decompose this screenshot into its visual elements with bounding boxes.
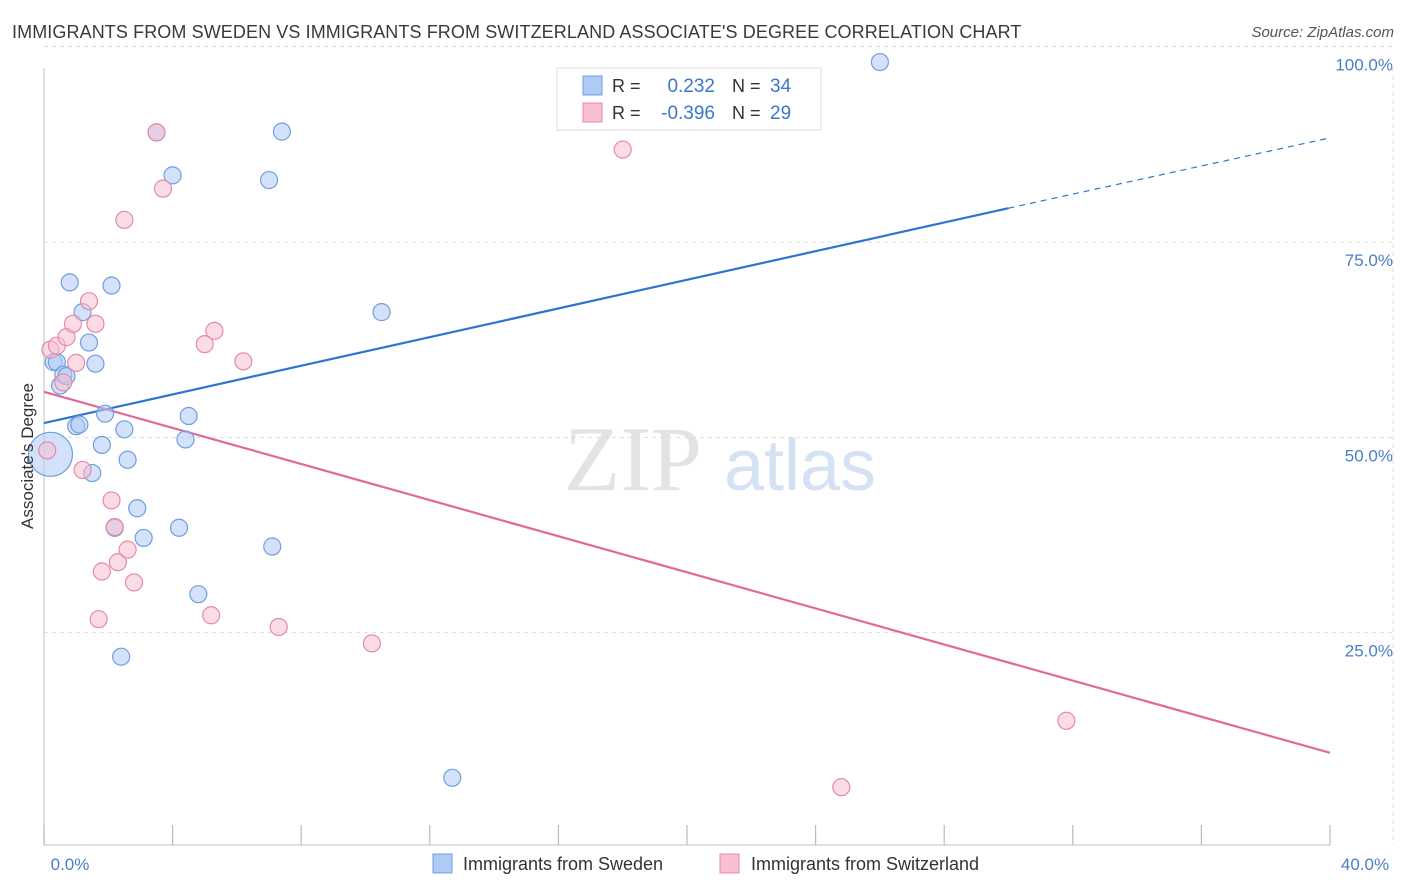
point-sweden-23 xyxy=(163,166,182,185)
point-switzerland-6 xyxy=(67,353,86,372)
point-switzerland-13 xyxy=(105,517,124,537)
series-legend-label-switzerland: Immigrants from Switzerland xyxy=(751,854,979,874)
point-switzerland-12 xyxy=(102,491,121,510)
point-sweden-28 xyxy=(259,170,279,190)
y-tick-label-100: 100.0% xyxy=(1335,56,1393,75)
legend-n-value-switzerland: 29 xyxy=(770,103,791,124)
point-switzerland-23 xyxy=(234,352,253,371)
point-switzerland-9 xyxy=(86,314,105,333)
point-switzerland-24 xyxy=(269,617,288,637)
watermark: ZIP atlas xyxy=(564,408,876,510)
point-switzerland-27 xyxy=(832,778,851,797)
point-sweden-25 xyxy=(176,430,195,449)
point-switzerland-17 xyxy=(124,573,144,592)
x-tick-label-min: 0.0% xyxy=(51,855,90,874)
point-sweden-10 xyxy=(79,333,99,352)
y-tick-labels: 25.0% 50.0% 75.0% 100.0% xyxy=(1335,56,1393,661)
y-axis-label: Associate's Degree xyxy=(18,383,37,529)
y-tick-label-75: 75.0% xyxy=(1345,251,1393,270)
x-ticks xyxy=(43,825,1331,845)
point-switzerland-7 xyxy=(73,460,92,480)
point-sweden-30 xyxy=(272,122,292,141)
point-switzerland-16 xyxy=(118,540,137,559)
trend-line-sweden-extension xyxy=(1008,137,1331,209)
watermark-atlas: atlas xyxy=(724,426,876,506)
legend-r-label-switzerland: R = xyxy=(612,103,641,123)
legend-r-value-sweden: 0.232 xyxy=(667,76,715,97)
point-sweden-20 xyxy=(128,499,147,518)
point-sweden-18 xyxy=(115,420,134,439)
point-sweden-32 xyxy=(443,768,462,787)
point-switzerland-14 xyxy=(108,553,128,572)
point-sweden-26 xyxy=(179,406,198,426)
legend-n-label-switzerland: N = xyxy=(732,103,761,123)
point-switzerland-19 xyxy=(153,179,173,198)
point-sweden-13 xyxy=(92,435,111,455)
point-sweden-6 xyxy=(60,273,79,292)
point-switzerland-25 xyxy=(362,634,382,653)
point-switzerland-20 xyxy=(195,335,214,354)
point-switzerland-15 xyxy=(115,210,134,230)
point-switzerland-22 xyxy=(205,321,224,340)
point-sweden-17 xyxy=(112,647,131,666)
legend-n-value-sweden: 34 xyxy=(770,76,792,97)
grid-lines xyxy=(44,46,1394,845)
legend-swatch-sweden xyxy=(582,75,603,96)
trend-line-sweden xyxy=(43,207,1009,425)
point-sweden-27 xyxy=(189,585,208,604)
point-switzerland-0 xyxy=(38,441,57,460)
point-sweden-31 xyxy=(372,303,391,322)
y-tick-label-50: 50.0% xyxy=(1345,446,1393,465)
point-switzerland-8 xyxy=(79,292,99,311)
point-switzerland-11 xyxy=(92,562,111,581)
series-legend-swatch-switzerland xyxy=(719,853,740,874)
point-switzerland-26 xyxy=(613,140,632,159)
trend-line-switzerland xyxy=(43,390,1331,754)
data-points xyxy=(27,52,1076,797)
series-legend-swatch-sweden xyxy=(432,853,453,874)
point-switzerland-5 xyxy=(63,314,83,333)
point-switzerland-28 xyxy=(1057,711,1076,730)
point-sweden-19 xyxy=(118,450,137,469)
legend-r-label-sweden: R = xyxy=(612,76,641,96)
point-sweden-12 xyxy=(86,354,105,373)
point-sweden-21 xyxy=(134,528,153,548)
point-sweden-14 xyxy=(95,404,115,423)
point-sweden-15 xyxy=(102,276,121,295)
source-note: Source: ZipAtlas.com xyxy=(1251,24,1394,41)
point-switzerland-3 xyxy=(54,373,73,392)
point-switzerland-10 xyxy=(89,610,108,629)
point-sweden-8 xyxy=(70,415,89,434)
point-sweden-29 xyxy=(263,537,282,556)
point-sweden-33 xyxy=(870,52,890,72)
point-sweden-24 xyxy=(169,518,189,537)
watermark-zip: ZIP xyxy=(564,408,702,510)
series-legend: Immigrants from Sweden Immigrants from S… xyxy=(432,853,979,874)
point-switzerland-21 xyxy=(202,606,221,625)
legend-swatch-switzerland xyxy=(582,102,603,123)
y-tick-label-25: 25.0% xyxy=(1345,642,1393,661)
series-legend-label-sweden: Immigrants from Sweden xyxy=(463,854,663,874)
point-switzerland-18 xyxy=(147,123,166,142)
correlation-legend: R = 0.232 N = 34 R = -0.396 N = 29 xyxy=(556,67,822,131)
chart-title: IMMIGRANTS FROM SWEDEN VS IMMIGRANTS FRO… xyxy=(12,22,1022,42)
legend-n-label-sweden: N = xyxy=(732,76,761,96)
x-tick-label-max: 40.0% xyxy=(1341,855,1389,874)
trend-lines xyxy=(43,137,1331,754)
legend-r-value-switzerland: -0.396 xyxy=(661,103,715,124)
